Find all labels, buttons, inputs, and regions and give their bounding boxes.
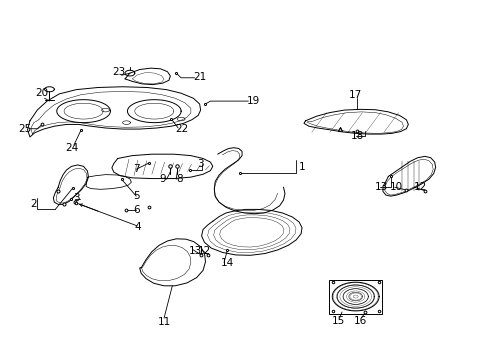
Text: 13: 13 (188, 246, 201, 256)
Text: 12: 12 (413, 182, 427, 192)
Text: 10: 10 (389, 182, 402, 192)
Text: 5: 5 (133, 191, 140, 201)
Text: 3: 3 (196, 159, 203, 169)
Text: 16: 16 (353, 316, 366, 325)
Text: 2: 2 (30, 199, 37, 210)
Text: 14: 14 (221, 258, 234, 268)
Text: 9: 9 (160, 174, 166, 184)
Text: 21: 21 (193, 72, 206, 82)
Text: 11: 11 (157, 317, 170, 327)
Text: 8: 8 (176, 174, 183, 184)
Text: 23: 23 (112, 67, 125, 77)
Text: 7: 7 (133, 164, 140, 174)
Text: 6: 6 (133, 206, 140, 216)
Text: 4: 4 (135, 222, 141, 231)
Text: 19: 19 (246, 96, 260, 106)
Text: 1: 1 (299, 162, 305, 172)
Text: 15: 15 (331, 316, 344, 325)
Bar (328, 279, 382, 314)
Text: 22: 22 (175, 124, 188, 134)
Text: 20: 20 (36, 88, 49, 98)
Text: 13: 13 (374, 182, 387, 192)
Text: 25: 25 (18, 124, 31, 134)
Text: 12: 12 (198, 246, 211, 256)
Text: 24: 24 (64, 143, 78, 153)
Text: 17: 17 (348, 90, 362, 100)
Text: 3: 3 (73, 193, 80, 203)
Text: 18: 18 (350, 131, 363, 141)
